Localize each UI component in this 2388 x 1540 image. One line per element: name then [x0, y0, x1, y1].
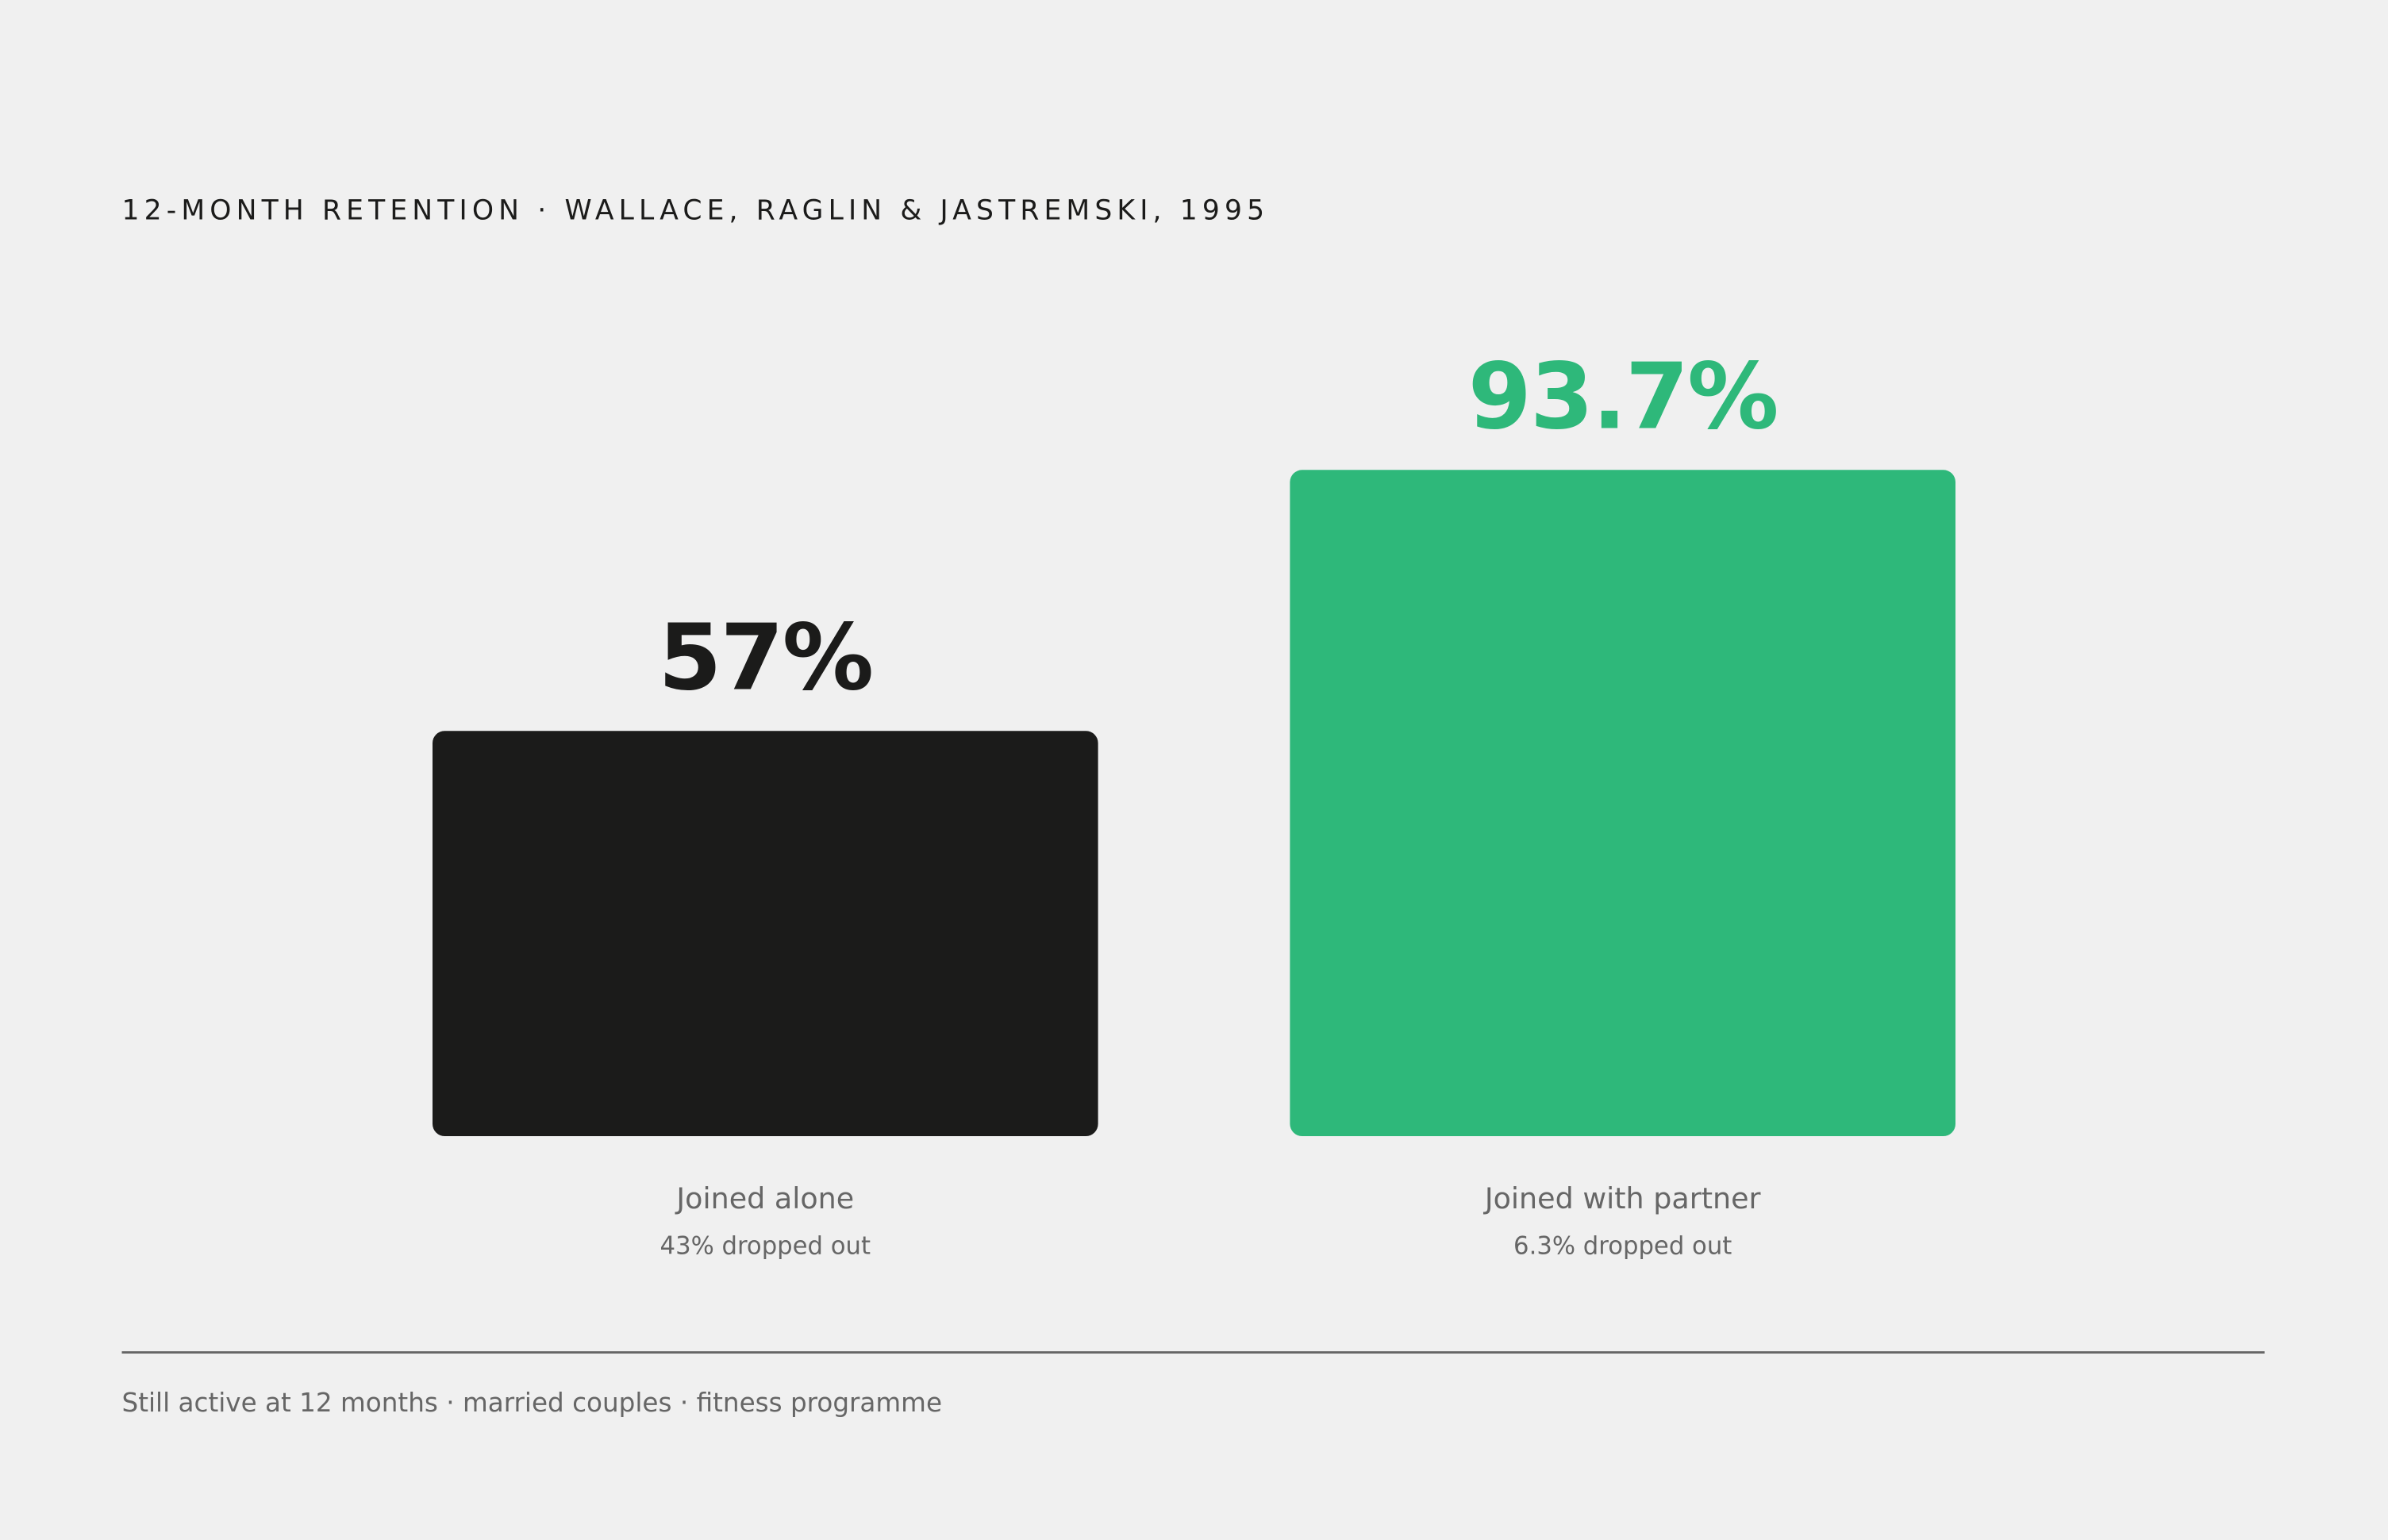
bar: [432, 731, 1098, 1137]
bar: [1290, 470, 1956, 1137]
chart-title: 12-MONTH RETENTION · WALLACE, RAGLIN & J…: [122, 195, 1270, 227]
value-label: 57%: [658, 605, 872, 711]
value-label: 93.7%: [1468, 344, 1778, 451]
category-label: Joined with partner: [1483, 1181, 1761, 1215]
category-label: Joined alone: [675, 1181, 854, 1215]
caption: Still active at 12 months · married coup…: [122, 1388, 943, 1418]
category-note: 6.3% dropped out: [1513, 1233, 1732, 1261]
category-note: 43% dropped out: [660, 1233, 871, 1261]
